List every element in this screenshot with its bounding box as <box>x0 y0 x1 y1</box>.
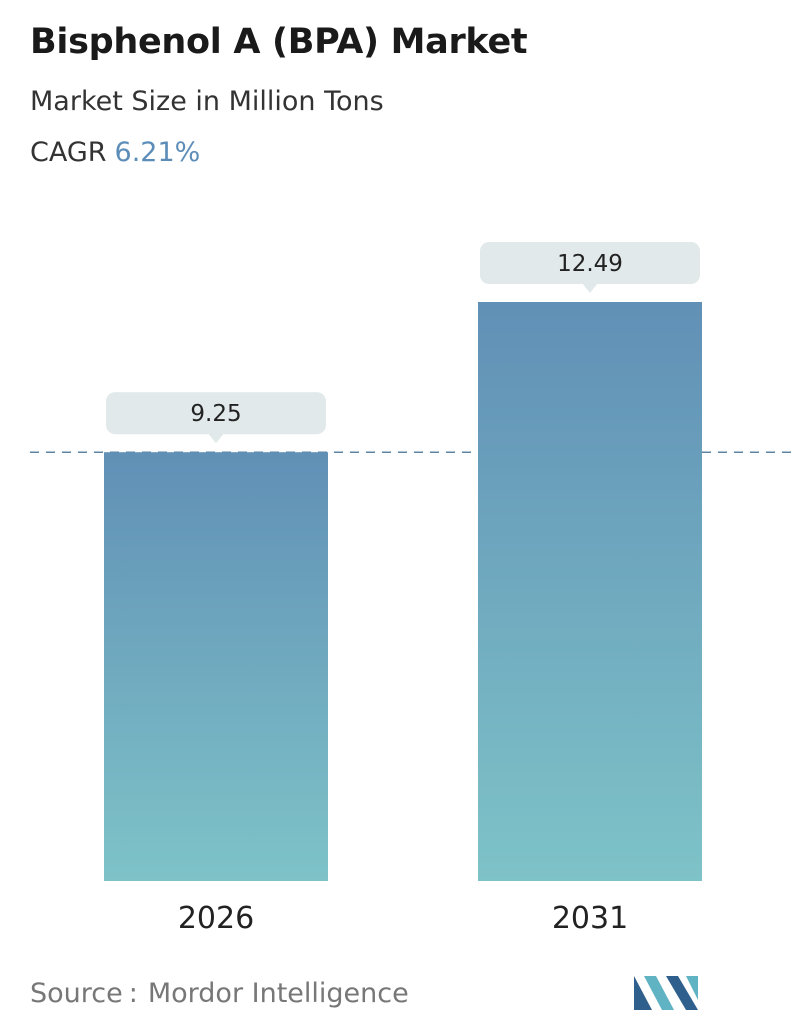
logo-shape-tail <box>686 976 698 1000</box>
value-label-pointer <box>208 433 224 444</box>
bar-2031 <box>478 302 702 881</box>
value-label-text: 9.25 <box>190 401 241 427</box>
cagr-value: 6.21% <box>114 137 201 168</box>
value-label-2031: 12.49 <box>480 242 700 293</box>
chart-title: Bisphenol A (BPA) Market <box>30 22 528 62</box>
value-label-text: 12.49 <box>557 251 623 277</box>
chart-subtitle: Market Size in Million Tons <box>30 86 384 117</box>
logo-shape-mid <box>644 976 674 1010</box>
category-label-2031: 2031 <box>552 901 628 936</box>
category-label-2026: 2026 <box>178 901 254 936</box>
logo-shape-left <box>634 976 652 1010</box>
cagr-label: CAGR <box>30 137 107 168</box>
mordor-logo-icon <box>634 976 698 1010</box>
bar-2026 <box>104 452 328 881</box>
value-label-pointer <box>582 283 598 293</box>
value-label-2026: 9.25 <box>106 392 326 444</box>
source-line: Source: Mordor Intelligence <box>30 978 409 1009</box>
source-separator: : <box>128 978 138 1009</box>
cagr-line: CAGR 6.21% <box>30 137 200 168</box>
source-label: Source <box>30 978 123 1009</box>
source-value: Mordor Intelligence <box>147 978 409 1009</box>
value-label-box <box>106 392 326 435</box>
value-label-box <box>480 242 700 284</box>
logo-shape-right <box>666 976 698 1010</box>
